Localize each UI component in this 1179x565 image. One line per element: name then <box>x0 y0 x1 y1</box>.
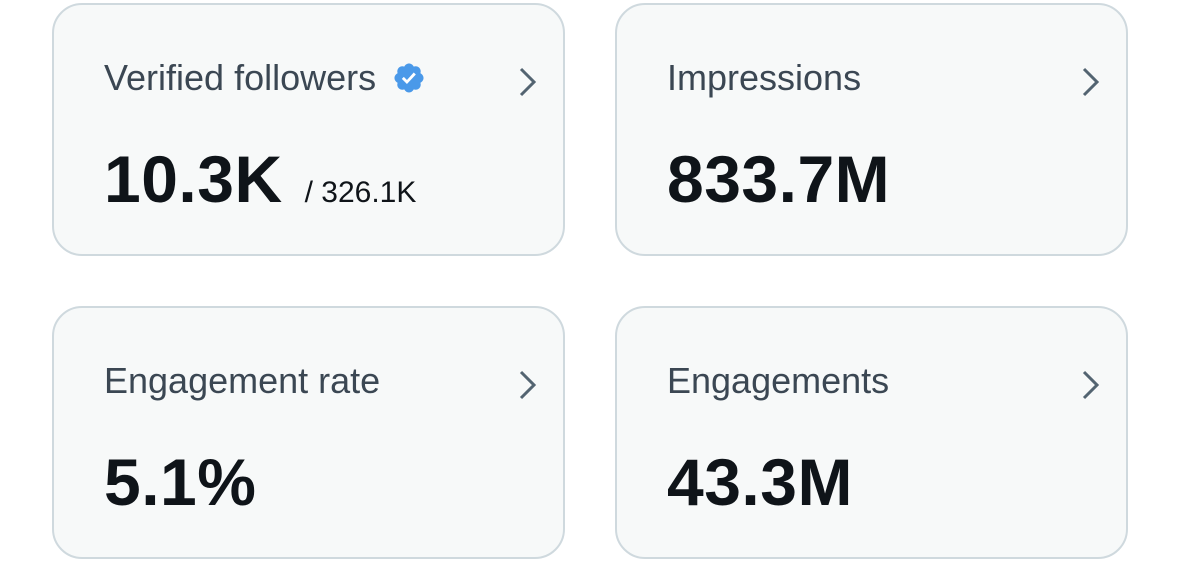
verified-badge <box>394 63 424 93</box>
metric-card[interactable]: Verified followers 10.3K / 326.1K <box>52 3 565 256</box>
chevron <box>1082 370 1100 400</box>
card-label-row: Verified followers <box>104 57 426 99</box>
card-label-row: Impressions <box>667 57 861 99</box>
chevron <box>1082 67 1100 97</box>
card-label: Verified followers <box>104 57 377 98</box>
card-secondary: / 326.1K <box>304 176 417 209</box>
card-value: 833.7M <box>667 142 891 216</box>
card-value: 43.3M <box>667 445 853 519</box>
metric-card[interactable]: Engagements 43.3M <box>615 306 1128 559</box>
card-label-row: Engagements <box>667 360 889 402</box>
chevron <box>519 370 537 400</box>
card-label: Impressions <box>667 57 862 98</box>
card-value-row: 10.3K / 326.1K <box>104 141 416 217</box>
metric-card[interactable]: Engagement rate 5.1% <box>52 306 565 559</box>
card-value-row: 5.1% <box>104 444 256 520</box>
chevron <box>519 67 537 97</box>
card-label-row: Engagement rate <box>104 360 380 402</box>
card-value: 10.3K <box>104 142 283 216</box>
card-value-row: 43.3M <box>667 444 853 520</box>
card-label: Engagement rate <box>104 360 381 401</box>
metric-card[interactable]: Impressions 833.7M <box>615 3 1128 256</box>
card-value-row: 833.7M <box>667 141 890 217</box>
card-value: 5.1% <box>104 445 257 519</box>
card-label: Engagements <box>667 360 890 401</box>
